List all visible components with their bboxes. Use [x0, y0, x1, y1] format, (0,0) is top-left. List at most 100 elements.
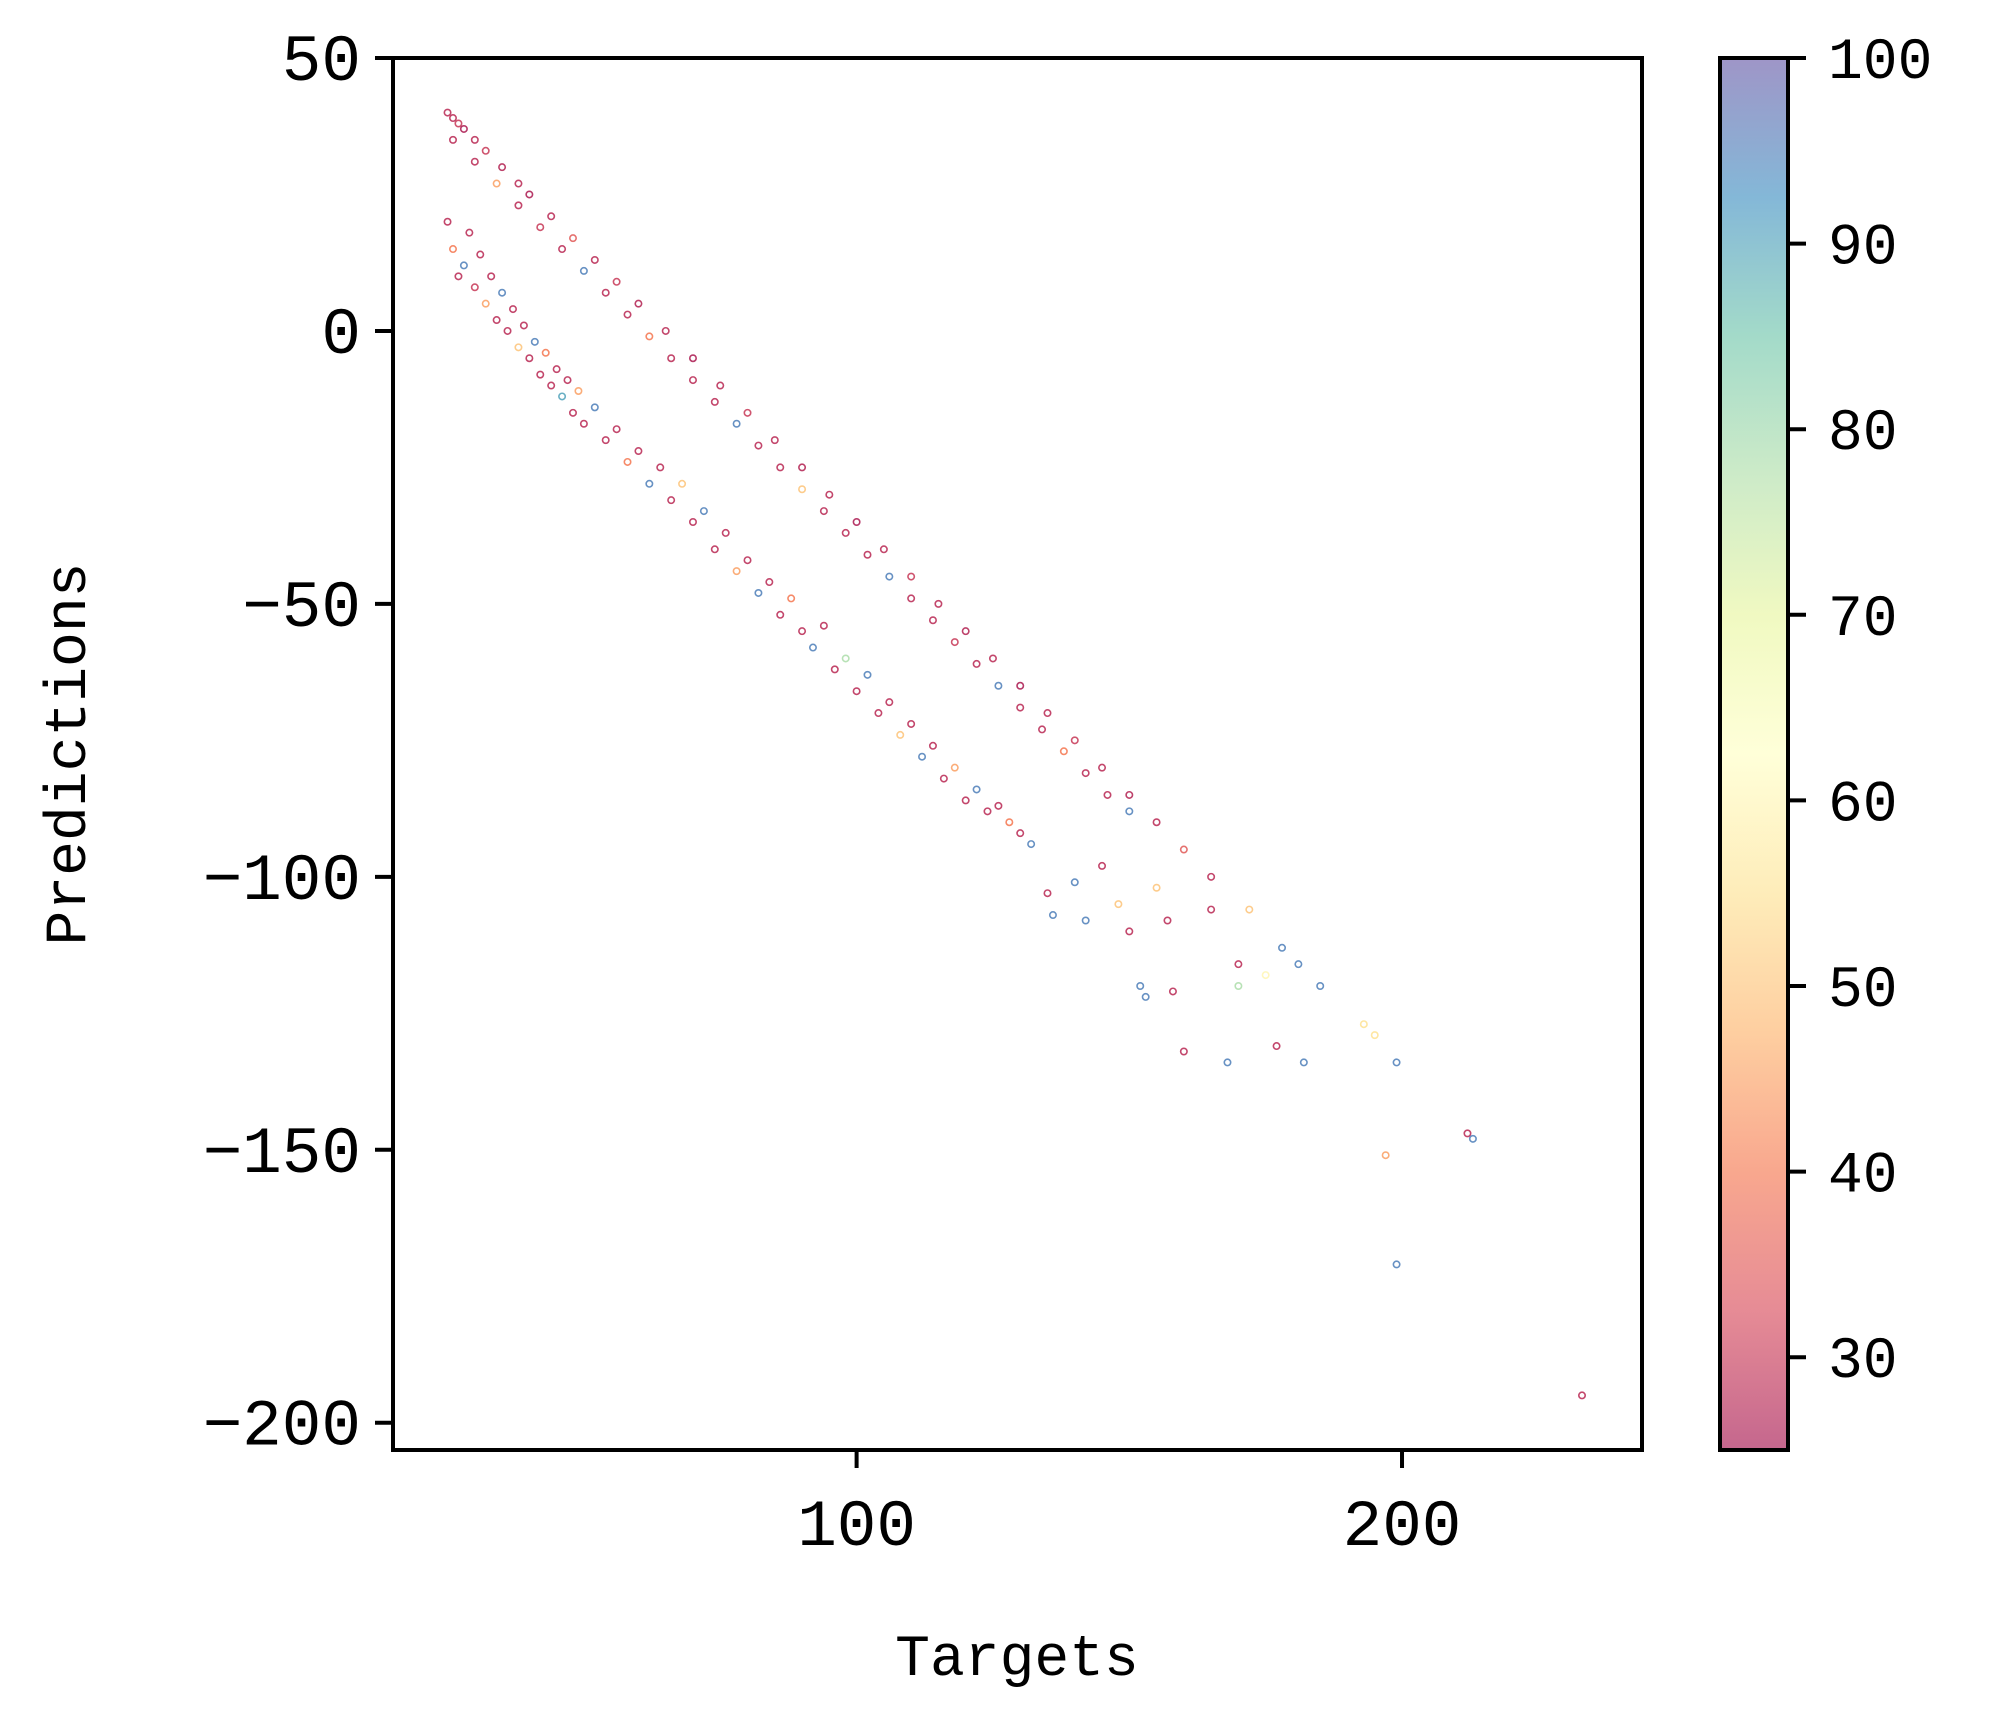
- x-axis-label: Targets: [895, 1628, 1139, 1693]
- data-point: [645, 479, 654, 488]
- data-point: [481, 299, 490, 308]
- data-point: [503, 326, 512, 335]
- data-point: [547, 381, 556, 390]
- data-point: [1463, 1129, 1472, 1138]
- data-point: [1381, 1151, 1390, 1160]
- data-point: [776, 610, 785, 619]
- data-point: [950, 638, 959, 647]
- data-point: [1152, 818, 1161, 827]
- data-point: [830, 665, 839, 674]
- data-point: [508, 305, 517, 314]
- data-point: [798, 485, 807, 494]
- data-point: [1125, 927, 1134, 936]
- x-axis-ticks: 100 200: [797, 1450, 1461, 1565]
- data-point: [568, 408, 577, 417]
- data-point: [885, 572, 894, 581]
- data-point: [1081, 769, 1090, 778]
- data-point: [688, 517, 697, 526]
- data-point: [465, 228, 474, 237]
- data-point: [530, 337, 539, 346]
- data-point: [721, 528, 730, 537]
- data-point: [928, 616, 937, 625]
- colorbar-tick-label: 40: [1828, 1145, 1898, 1210]
- data-point: [918, 752, 927, 761]
- data-point: [1016, 681, 1025, 690]
- data-point: [601, 436, 610, 445]
- scatter-points: [443, 108, 1587, 1400]
- data-point: [656, 463, 665, 472]
- data-point: [1223, 1058, 1232, 1067]
- data-point: [634, 447, 643, 456]
- y-axis-ticks: 50 0 −50 −100 −150 −200: [203, 25, 393, 1465]
- data-point: [498, 163, 507, 172]
- data-point: [448, 114, 457, 123]
- data-point: [476, 250, 485, 259]
- data-point: [1125, 790, 1134, 799]
- data-point: [819, 621, 828, 630]
- data-point: [1152, 883, 1161, 892]
- data-point: [743, 556, 752, 565]
- colorbar: [1720, 58, 1788, 1450]
- data-point: [994, 681, 1003, 690]
- data-point: [1048, 911, 1057, 920]
- data-point: [1125, 807, 1134, 816]
- data-point: [601, 288, 610, 297]
- data-point: [688, 354, 697, 363]
- data-point: [678, 479, 687, 488]
- data-point: [1016, 703, 1025, 712]
- y-tick-label: −150: [203, 1117, 361, 1192]
- data-point: [710, 397, 719, 406]
- data-point: [988, 654, 997, 663]
- colorbar-tick-label: 80: [1828, 402, 1898, 467]
- y-tick-label: −200: [203, 1390, 361, 1465]
- data-point: [710, 545, 719, 554]
- data-point: [1098, 861, 1107, 870]
- colorbar-tick-label: 100: [1828, 31, 1932, 96]
- data-point: [1016, 829, 1025, 838]
- data-point: [1070, 736, 1079, 745]
- data-point: [492, 316, 501, 325]
- data-point: [896, 730, 905, 739]
- data-point: [765, 578, 774, 587]
- data-point: [470, 283, 479, 292]
- data-point: [863, 550, 872, 559]
- data-point: [972, 785, 981, 794]
- data-point: [961, 627, 970, 636]
- data-point: [1207, 872, 1216, 881]
- data-point: [667, 354, 676, 363]
- data-point: [541, 348, 550, 357]
- data-point: [547, 212, 556, 221]
- data-point: [612, 277, 621, 286]
- data-point: [841, 528, 850, 537]
- data-point: [928, 741, 937, 750]
- data-point: [1136, 981, 1145, 990]
- data-point: [950, 763, 959, 772]
- data-point: [448, 245, 457, 254]
- colorbar-tick-label: 70: [1828, 588, 1898, 653]
- data-point: [825, 490, 834, 499]
- data-point: [1261, 971, 1270, 980]
- y-tick-label: −50: [242, 571, 361, 646]
- data-point: [1179, 1047, 1188, 1056]
- data-point: [590, 403, 599, 412]
- data-point: [961, 796, 970, 805]
- data-point: [1114, 900, 1123, 909]
- data-point: [1168, 987, 1177, 996]
- data-point: [907, 572, 916, 581]
- colorbar-ticks: 30 40 50 60 70 80 90 100: [1788, 31, 1932, 1395]
- data-point: [939, 774, 948, 783]
- data-point: [498, 288, 507, 297]
- colorbar-tick-label: 50: [1828, 959, 1898, 1024]
- data-point: [1234, 981, 1243, 990]
- data-point: [459, 124, 468, 133]
- data-point: [1005, 818, 1014, 827]
- data-point: [1468, 1134, 1477, 1143]
- data-point: [1103, 790, 1112, 799]
- data-point: [623, 310, 632, 319]
- data-point: [754, 441, 763, 450]
- y-tick-label: 0: [321, 298, 361, 373]
- data-point: [1043, 889, 1052, 898]
- data-point: [443, 217, 452, 226]
- data-point: [1278, 943, 1287, 952]
